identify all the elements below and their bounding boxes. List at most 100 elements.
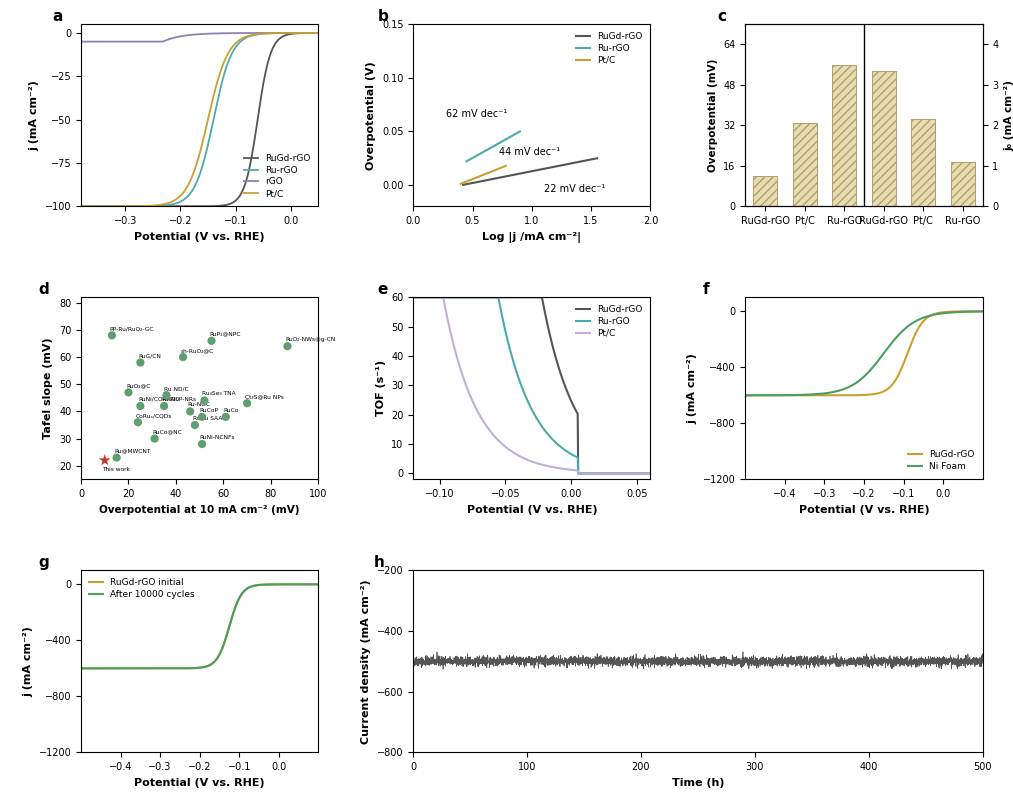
Text: 62 mV dec⁻¹: 62 mV dec⁻¹ xyxy=(447,109,508,120)
RuGd-rGO xyxy=(970,307,983,316)
Pt/C xyxy=(407,292,419,302)
Ru-rGO xyxy=(312,28,324,38)
Legend: RuGd-rGO, Ni Foam: RuGd-rGO, Ni Foam xyxy=(905,447,979,475)
Ni Foam xyxy=(852,377,864,387)
RuGd-rGO initial xyxy=(307,579,319,589)
Text: h: h xyxy=(374,555,384,570)
Line: Pt/C: Pt/C xyxy=(81,33,318,206)
Point xyxy=(147,432,163,445)
RuGd-rGO xyxy=(591,154,603,163)
Text: RuO₂@C: RuO₂@C xyxy=(126,383,151,388)
Point xyxy=(96,454,112,467)
RuGd-rGO initial xyxy=(204,660,216,670)
Ru-rGO xyxy=(407,292,419,302)
RuGd-rGO xyxy=(307,28,319,38)
Point xyxy=(133,400,149,413)
Text: a: a xyxy=(53,9,63,23)
Text: 22 mV dec⁻¹: 22 mV dec⁻¹ xyxy=(544,184,605,194)
After 10000 cycles xyxy=(187,663,200,673)
Text: This work: This work xyxy=(102,467,131,472)
Ru-rGO xyxy=(216,76,228,86)
Legend: RuGd-rGO, Ru-rGO, Pt/C: RuGd-rGO, Ru-rGO, Pt/C xyxy=(572,29,646,69)
Point xyxy=(193,410,210,423)
RuGd-rGO xyxy=(934,308,946,318)
RuGd-rGO xyxy=(548,348,560,358)
Pt/C xyxy=(75,201,87,211)
Pt/C xyxy=(644,468,656,478)
Point xyxy=(156,400,172,413)
Line: Pt/C: Pt/C xyxy=(461,166,505,184)
RuGd-rGO xyxy=(407,292,419,302)
Ni Foam xyxy=(868,362,880,371)
rGO xyxy=(189,30,202,40)
Legend: RuGd-rGO, Ru-rGO, rGO, Pt/C: RuGd-rGO, Ru-rGO, rGO, Pt/C xyxy=(240,150,314,201)
Line: Ni Foam: Ni Foam xyxy=(746,311,983,396)
Pt/C xyxy=(216,61,228,71)
Ru-rGO xyxy=(461,156,473,166)
Y-axis label: Overpotential (V): Overpotential (V) xyxy=(367,61,377,170)
Text: 44 mV dec⁻¹: 44 mV dec⁻¹ xyxy=(498,147,560,157)
Pt/C xyxy=(548,463,560,472)
RuGd-rGO xyxy=(880,385,892,395)
Point xyxy=(239,396,255,409)
RuGd-rGO xyxy=(187,201,200,211)
Point xyxy=(280,340,296,353)
Ru-rGO xyxy=(187,184,200,193)
Text: RuCo@NC: RuCo@NC xyxy=(152,430,182,434)
Point xyxy=(158,388,174,401)
Ru-rGO xyxy=(75,201,87,211)
Point xyxy=(108,451,125,464)
Pt/C xyxy=(269,28,282,38)
Bar xyxy=(793,123,816,206)
Text: RuCoP: RuCoP xyxy=(200,408,219,413)
Y-axis label: Overpotential (mV): Overpotential (mV) xyxy=(708,58,717,172)
RuGd-rGO xyxy=(977,307,989,316)
Ni Foam xyxy=(853,375,865,385)
RuGd-rGO xyxy=(739,391,752,400)
RuGd-rGO initial xyxy=(187,663,200,673)
Text: b: b xyxy=(378,9,388,23)
X-axis label: Time (h): Time (h) xyxy=(672,777,724,788)
Ru-rGO xyxy=(639,468,651,478)
Point xyxy=(182,405,199,418)
Point xyxy=(193,438,210,451)
RuGd-rGO xyxy=(520,292,532,302)
Pt/C xyxy=(455,179,467,188)
Bar xyxy=(872,70,895,206)
rGO xyxy=(216,28,228,38)
RuGd-rGO xyxy=(644,468,656,478)
rGO xyxy=(187,30,200,40)
Pt/C xyxy=(204,108,216,118)
Text: RuCo: RuCo xyxy=(224,408,239,413)
Pt/C xyxy=(602,468,614,478)
Text: f: f xyxy=(703,282,709,297)
Bar xyxy=(833,65,856,206)
After 10000 cycles xyxy=(269,579,282,589)
Line: RuGd-rGO: RuGd-rGO xyxy=(81,33,318,206)
Text: RuG/CN: RuG/CN xyxy=(138,354,161,358)
Point xyxy=(204,334,220,347)
Line: RuGd-rGO: RuGd-rGO xyxy=(463,159,597,185)
Line: After 10000 cycles: After 10000 cycles xyxy=(81,584,318,668)
Text: Ct₃S@Ru NPs: Ct₃S@Ru NPs xyxy=(245,394,284,399)
Text: Ru ND/C: Ru ND/C xyxy=(164,386,188,391)
Point xyxy=(103,329,120,342)
Text: d: d xyxy=(38,282,49,297)
Y-axis label: j₀ (mA cm⁻²): j₀ (mA cm⁻²) xyxy=(1004,80,1013,150)
Text: sh-RuO₂@C: sh-RuO₂@C xyxy=(180,348,214,353)
RuGd-rGO xyxy=(216,201,228,210)
Pt/C xyxy=(499,161,512,171)
Point xyxy=(133,356,149,369)
Bar xyxy=(951,162,975,206)
rGO xyxy=(75,36,87,46)
Text: RuAu SAAs: RuAu SAAs xyxy=(192,416,225,421)
Ru-rGO xyxy=(548,436,560,446)
RuGd-rGO xyxy=(457,180,469,190)
Pt/C xyxy=(187,167,200,177)
Line: Pt/C: Pt/C xyxy=(413,297,650,473)
Legend: RuGd-rGO initial, After 10000 cycles: RuGd-rGO initial, After 10000 cycles xyxy=(85,575,199,603)
Text: RuNi-NCNFs: RuNi-NCNFs xyxy=(200,435,235,440)
RuGd-rGO initial xyxy=(189,663,202,673)
Bar xyxy=(754,176,777,206)
Text: PP-Ru/RuO₂-GC: PP-Ru/RuO₂-GC xyxy=(109,326,154,331)
